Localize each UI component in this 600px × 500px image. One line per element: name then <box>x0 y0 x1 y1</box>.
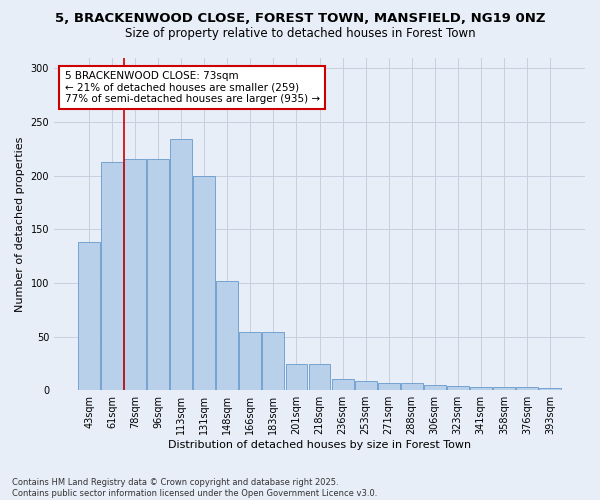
Text: Contains HM Land Registry data © Crown copyright and database right 2025.
Contai: Contains HM Land Registry data © Crown c… <box>12 478 377 498</box>
Bar <box>539 388 561 390</box>
Bar <box>78 242 100 390</box>
Bar <box>239 332 262 390</box>
Bar <box>424 385 446 390</box>
Text: 5, BRACKENWOOD CLOSE, FOREST TOWN, MANSFIELD, NG19 0NZ: 5, BRACKENWOOD CLOSE, FOREST TOWN, MANSF… <box>55 12 545 26</box>
Bar <box>447 386 469 390</box>
Bar <box>101 162 123 390</box>
Bar <box>170 139 192 390</box>
Bar <box>377 382 400 390</box>
Bar <box>147 160 169 390</box>
Bar <box>286 364 307 390</box>
Bar <box>308 364 331 390</box>
Bar <box>355 380 377 390</box>
Bar <box>493 387 515 390</box>
Bar <box>124 160 146 390</box>
Bar <box>193 176 215 390</box>
Bar <box>401 382 422 390</box>
Bar <box>516 387 538 390</box>
Text: Size of property relative to detached houses in Forest Town: Size of property relative to detached ho… <box>125 28 475 40</box>
Bar <box>332 380 353 390</box>
X-axis label: Distribution of detached houses by size in Forest Town: Distribution of detached houses by size … <box>168 440 471 450</box>
Bar <box>470 387 492 390</box>
Bar <box>262 332 284 390</box>
Bar <box>217 280 238 390</box>
Text: 5 BRACKENWOOD CLOSE: 73sqm
← 21% of detached houses are smaller (259)
77% of sem: 5 BRACKENWOOD CLOSE: 73sqm ← 21% of deta… <box>65 71 320 104</box>
Y-axis label: Number of detached properties: Number of detached properties <box>15 136 25 312</box>
